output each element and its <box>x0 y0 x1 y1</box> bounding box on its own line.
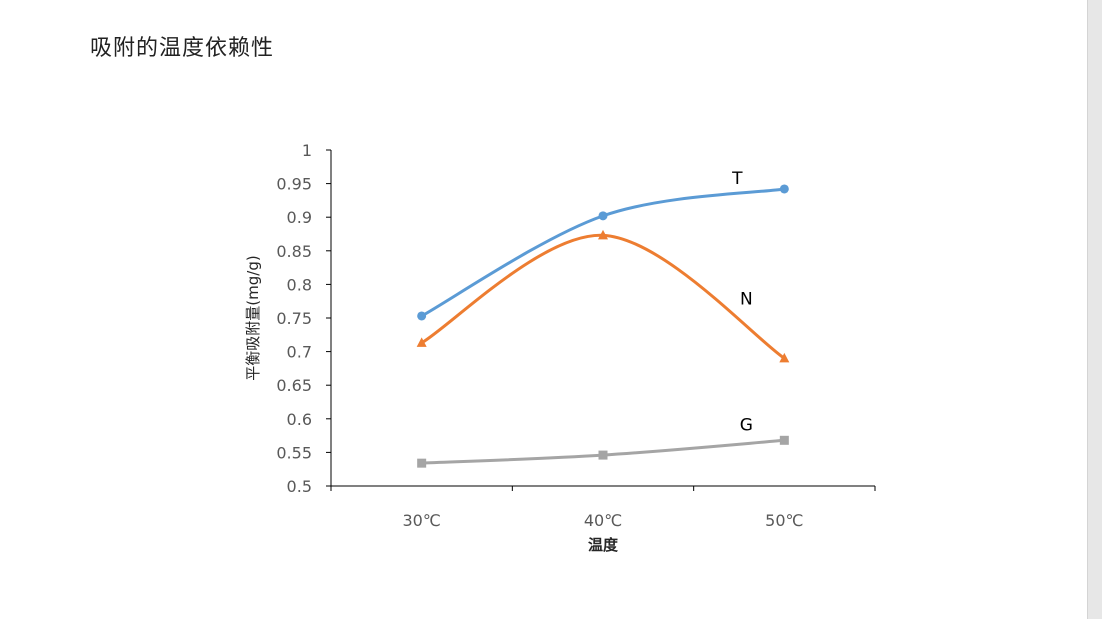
x-axis-title: 温度 <box>588 536 619 554</box>
series-N: N <box>416 229 790 363</box>
y-tick-label: 0.9 <box>287 208 312 227</box>
y-tick-label: 0.95 <box>276 175 312 194</box>
y-tick-label: 0.75 <box>276 309 312 328</box>
series-G: G <box>417 415 789 468</box>
x-tick-label: 50℃ <box>765 511 803 530</box>
series-label-T: T <box>731 169 743 189</box>
page-title: 吸附的温度依赖性 <box>90 36 275 61</box>
page-right-border <box>1087 0 1102 619</box>
y-tick-label: 0.85 <box>276 242 312 261</box>
data-point <box>779 352 790 363</box>
series-label-N: N <box>740 289 753 309</box>
series-line-N <box>420 233 786 360</box>
y-tick-label: 0.5 <box>287 477 312 496</box>
data-point <box>417 458 427 468</box>
y-tick-label: 0.7 <box>287 343 312 362</box>
data-point <box>598 211 608 221</box>
chart-axes: 0.5 0.55 0.6 0.65 0.7 0.75 0.8 0.85 0.9 0.95 1 30℃ 4… <box>276 141 876 530</box>
data-point <box>417 311 427 321</box>
y-tick-label: 1 <box>302 141 312 160</box>
series-line-T <box>420 187 786 318</box>
data-point <box>416 337 427 347</box>
y-tick-label: 0.8 <box>287 275 312 294</box>
y-axis-title: 平衡吸附量(mg/g) <box>244 255 262 380</box>
data-point <box>598 450 608 460</box>
x-tick-label: 40℃ <box>584 511 622 530</box>
y-tick-label: 0.6 <box>287 410 312 429</box>
data-point <box>598 229 608 240</box>
series-label-G: G <box>740 415 753 435</box>
data-point <box>779 184 789 194</box>
y-tick-label: 0.65 <box>276 376 312 395</box>
series-T: T <box>417 169 789 321</box>
data-point <box>779 435 789 445</box>
y-tick-label: 0.55 <box>276 443 312 462</box>
x-tick-label: 30℃ <box>403 511 441 530</box>
chart-series-layer: T N G <box>416 169 790 468</box>
